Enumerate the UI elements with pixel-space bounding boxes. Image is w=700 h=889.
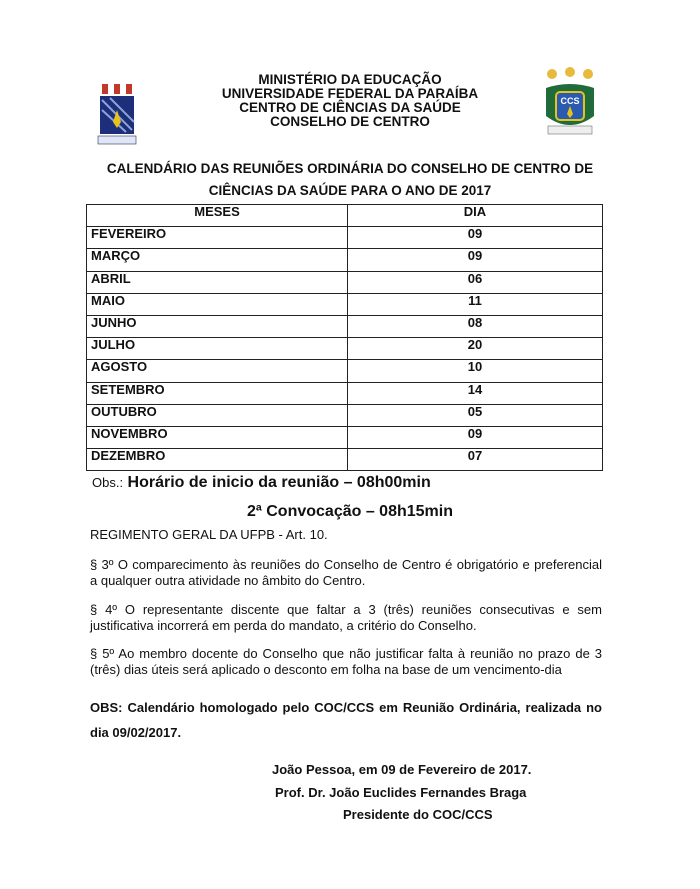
title-line: CIÊNCIAS DA SAÚDE PARA O ANO DE 2017 [208, 183, 492, 198]
month-cell: ABRIL [86, 270, 348, 294]
table-row: ABRIL 06 [86, 270, 603, 294]
day-cell: 09 [347, 425, 603, 450]
obs-label: Obs.: [92, 475, 124, 490]
month-cell: DEZEMBRO [86, 448, 348, 472]
obs-final: OBS: Calendário homologado pelo COC/CCS … [90, 700, 602, 740]
table-row: JULHO 20 [86, 337, 603, 361]
month-cell: MARÇO [86, 248, 348, 272]
month-cell: JUNHO [86, 314, 348, 339]
obs-start-text: Horário de inicio da reunião – 08h00min [127, 474, 431, 491]
month-cell: AGOSTO [86, 359, 348, 383]
day-cell: 09 [347, 226, 603, 250]
ufpb-logo [97, 84, 137, 145]
day-cell: 14 [347, 381, 603, 405]
header-months: MESES [86, 203, 348, 228]
second-call: 2ª Convocação – 08h15min [246, 503, 453, 520]
svg-text:CCS: CCS [560, 96, 579, 106]
table-row: OUTUBRO 05 [86, 403, 603, 427]
paragraph-4: § 4º O representante discente que faltar… [90, 602, 602, 633]
obs-start-time: Obs.: Horário de inicio da reunião – 08h… [92, 474, 431, 492]
header-day: DIA [347, 203, 603, 228]
table-row: JUNHO 08 [86, 314, 603, 339]
document-title: CALENDÁRIO DAS REUNIÕES ORDINÁRIA DO CON… [60, 158, 640, 202]
place-date: João Pessoa, em 09 de Fevereiro de 2017. [272, 762, 532, 777]
paragraph-3: § 3º O comparecimento às reuniões do Con… [90, 557, 602, 588]
ccs-logo: CCS [546, 67, 594, 135]
day-cell: 08 [347, 314, 603, 339]
month-cell: SETEMBRO [86, 381, 348, 405]
table-row: NOVEMBRO 09 [86, 425, 603, 450]
day-cell: 07 [347, 448, 603, 472]
month-cell: NOVEMBRO [86, 425, 348, 450]
day-cell: 09 [347, 248, 603, 272]
day-cell: 20 [347, 337, 603, 361]
month-cell: FEVEREIRO [86, 226, 348, 250]
table-row: AGOSTO 10 [86, 359, 603, 383]
table-row: DEZEMBRO 07 [86, 448, 603, 472]
table-header-row: MESES DIA [86, 203, 603, 228]
header-line: UNIVERSIDADE FEDERAL DA PARAÍBA [221, 86, 479, 101]
table-row: MARÇO 09 [86, 248, 603, 272]
header-line: CONSELHO DE CENTRO [270, 114, 430, 129]
month-cell: JULHO [86, 337, 348, 361]
table-row: MAIO 11 [86, 292, 603, 316]
paragraph-5: § 5º Ao membro docente do Conselho que n… [90, 646, 602, 677]
regimento-heading: REGIMENTO GERAL DA UFPB - Art. 10. [90, 527, 328, 542]
month-cell: OUTUBRO [86, 403, 348, 427]
header-line: MINISTÉRIO DA EDUCAÇÃO [258, 72, 442, 87]
month-cell: MAIO [86, 292, 348, 316]
signatory-role: Presidente do COC/CCS [343, 807, 493, 822]
day-cell: 11 [347, 292, 603, 316]
header-line: CENTRO DE CIÊNCIAS DA SAÚDE [239, 100, 461, 115]
institution-header: MINISTÉRIO DA EDUCAÇÃO UNIVERSIDADE FEDE… [0, 73, 700, 129]
table-row: FEVEREIRO 09 [86, 226, 603, 250]
title-line: CALENDÁRIO DAS REUNIÕES ORDINÁRIA DO CON… [106, 161, 594, 176]
day-cell: 10 [347, 359, 603, 383]
day-cell: 06 [347, 270, 603, 294]
table-row: SETEMBRO 14 [86, 381, 603, 405]
day-cell: 05 [347, 403, 603, 427]
meetings-table: MESES DIA FEVEREIRO 09 MARÇO 09 ABRIL 06 MAIO 1… [86, 203, 603, 472]
signatory-name: Prof. Dr. João Euclides Fernandes Braga [275, 785, 527, 800]
